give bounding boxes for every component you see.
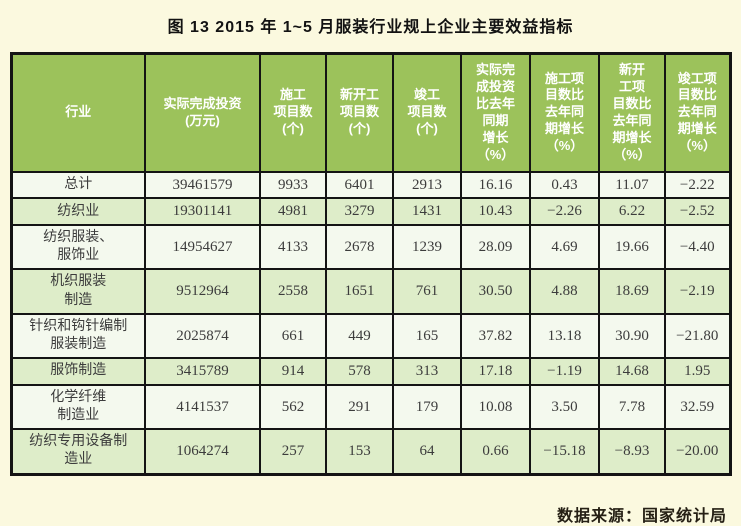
data-source: 数据来源：国家统计局 [556, 507, 727, 525]
table-row-woven-apparel: 机织服装 制造 9512964 2558 1651 761 30.50 4.88… [10, 268, 731, 315]
cell-completed-growth: −4.40 [664, 223, 731, 271]
table-row-knitted-apparel: 针织和钩针编制 服装制造 2025874 661 449 165 37.82 1… [10, 312, 731, 360]
cell-new-growth: 14.68 [598, 357, 666, 386]
row-label: 纺织服装、 服饰业 [10, 223, 146, 271]
cell-investment: 39461579 [144, 170, 261, 200]
cell-completed-projects: 2913 [392, 170, 462, 200]
header-row: 行业 实际完成投资 (万元) 施工 项目数 (个) 新开工 项目数 (个) 竣工… [10, 52, 731, 173]
row-label: 服饰制造 [10, 357, 146, 386]
cell-investment-growth: 0.66 [460, 428, 531, 476]
cell-completed-projects: 313 [392, 357, 462, 386]
page-title: 图 13 2015 年 1~5 月服装行业规上企业主要效益指标 [167, 19, 574, 36]
cell-investment: 19301141 [144, 197, 261, 226]
cell-completed-growth: −2.52 [664, 197, 731, 226]
cell-investment-growth: 28.09 [460, 223, 531, 271]
cell-investment-growth: 10.08 [460, 383, 531, 431]
cell-construction-growth: −1.19 [529, 357, 600, 386]
cell-investment: 3415789 [144, 357, 261, 386]
col-header-completed-growth: 竣工项 目数比 去年同 期增长 （%） [664, 52, 731, 173]
row-label: 纺织专用设备制 造业 [10, 428, 146, 476]
cell-investment-growth: 37.82 [460, 312, 531, 360]
cell-completed-growth: −2.22 [664, 170, 731, 200]
cell-completed-projects: 64 [392, 428, 462, 476]
cell-investment-growth: 30.50 [460, 268, 531, 315]
cell-new-projects: 578 [325, 357, 394, 386]
col-header-new-growth: 新开 工项 目数比 去年同 期增长 （%） [598, 52, 666, 173]
cell-new-growth: 6.22 [598, 197, 666, 226]
row-label: 针织和钩针编制 服装制造 [10, 312, 146, 360]
cell-investment: 9512964 [144, 268, 261, 315]
col-header-construction-projects: 施工 项目数 (个) [259, 52, 327, 173]
row-label: 总计 [10, 170, 146, 200]
table-row-total: 总计 39461579 9933 6401 2913 16.16 0.43 11… [10, 170, 731, 200]
cell-investment: 4141537 [144, 383, 261, 431]
row-label: 纺织业 [10, 197, 146, 226]
cell-construction-growth: 0.43 [529, 170, 600, 200]
cell-construction-growth: 4.88 [529, 268, 600, 315]
cell-new-projects: 291 [325, 383, 394, 431]
cell-investment: 14954627 [144, 223, 261, 271]
table-row-chemical-fiber: 化学纤维 制造业 4141537 562 291 179 10.08 3.50 … [10, 383, 731, 431]
cell-investment-growth: 10.43 [460, 197, 531, 226]
cell-completed-growth: −20.00 [664, 428, 731, 476]
cell-completed-growth: 1.95 [664, 357, 731, 386]
table-row-textile-equipment: 纺织专用设备制 造业 1064274 257 153 64 0.66 −15.1… [10, 428, 731, 476]
cell-completed-projects: 1239 [392, 223, 462, 271]
col-header-completed-projects: 竣工 项目数 (个) [392, 52, 462, 173]
cell-new-projects: 3279 [325, 197, 394, 226]
cell-completed-projects: 165 [392, 312, 462, 360]
cell-construction-projects: 4133 [259, 223, 327, 271]
cell-construction-projects: 661 [259, 312, 327, 360]
cell-new-growth: 18.69 [598, 268, 666, 315]
table-row-apparel: 纺织服装、 服饰业 14954627 4133 2678 1239 28.09 … [10, 223, 731, 271]
cell-completed-growth: −21.80 [664, 312, 731, 360]
col-header-new-projects: 新开工 项目数 (个) [325, 52, 394, 173]
cell-construction-projects: 914 [259, 357, 327, 386]
cell-completed-projects: 761 [392, 268, 462, 315]
cell-new-projects: 153 [325, 428, 394, 476]
cell-investment: 1064274 [144, 428, 261, 476]
cell-construction-growth: 13.18 [529, 312, 600, 360]
cell-completed-growth: 32.59 [664, 383, 731, 431]
cell-new-projects: 449 [325, 312, 394, 360]
cell-new-projects: 6401 [325, 170, 394, 200]
cell-new-growth: −8.93 [598, 428, 666, 476]
cell-new-growth: 30.90 [598, 312, 666, 360]
cell-construction-projects: 9933 [259, 170, 327, 200]
cell-completed-growth: −2.19 [664, 268, 731, 315]
cell-new-projects: 2678 [325, 223, 394, 271]
col-header-investment-growth: 实际完 成投资 比去年 同期 增长 （%） [460, 52, 531, 173]
cell-new-projects: 1651 [325, 268, 394, 315]
col-header-investment: 实际完成投资 (万元) [144, 52, 261, 173]
row-label: 机织服装 制造 [10, 268, 146, 315]
cell-construction-projects: 4981 [259, 197, 327, 226]
row-label: 化学纤维 制造业 [10, 383, 146, 431]
cell-construction-projects: 562 [259, 383, 327, 431]
cell-construction-growth: 3.50 [529, 383, 600, 431]
cell-completed-projects: 1431 [392, 197, 462, 226]
cell-completed-projects: 179 [392, 383, 462, 431]
cell-construction-growth: −2.26 [529, 197, 600, 226]
table-row-textile: 纺织业 19301141 4981 3279 1431 10.43 −2.26 … [10, 197, 731, 226]
cell-new-growth: 11.07 [598, 170, 666, 200]
cell-new-growth: 19.66 [598, 223, 666, 271]
cell-investment: 2025874 [144, 312, 261, 360]
cell-investment-growth: 16.16 [460, 170, 531, 200]
cell-new-growth: 7.78 [598, 383, 666, 431]
cell-construction-projects: 2558 [259, 268, 327, 315]
col-header-industry: 行业 [10, 52, 146, 173]
cell-construction-projects: 257 [259, 428, 327, 476]
table-row-accessories: 服饰制造 3415789 914 578 313 17.18 −1.19 14.… [10, 357, 731, 386]
benefit-indicators-table: 行业 实际完成投资 (万元) 施工 项目数 (个) 新开工 项目数 (个) 竣工… [9, 52, 732, 476]
cell-construction-growth: −15.18 [529, 428, 600, 476]
cell-construction-growth: 4.69 [529, 223, 600, 271]
cell-investment-growth: 17.18 [460, 357, 531, 386]
col-header-construction-growth: 施工项 目数比 去年同 期增长 （%） [529, 52, 600, 173]
